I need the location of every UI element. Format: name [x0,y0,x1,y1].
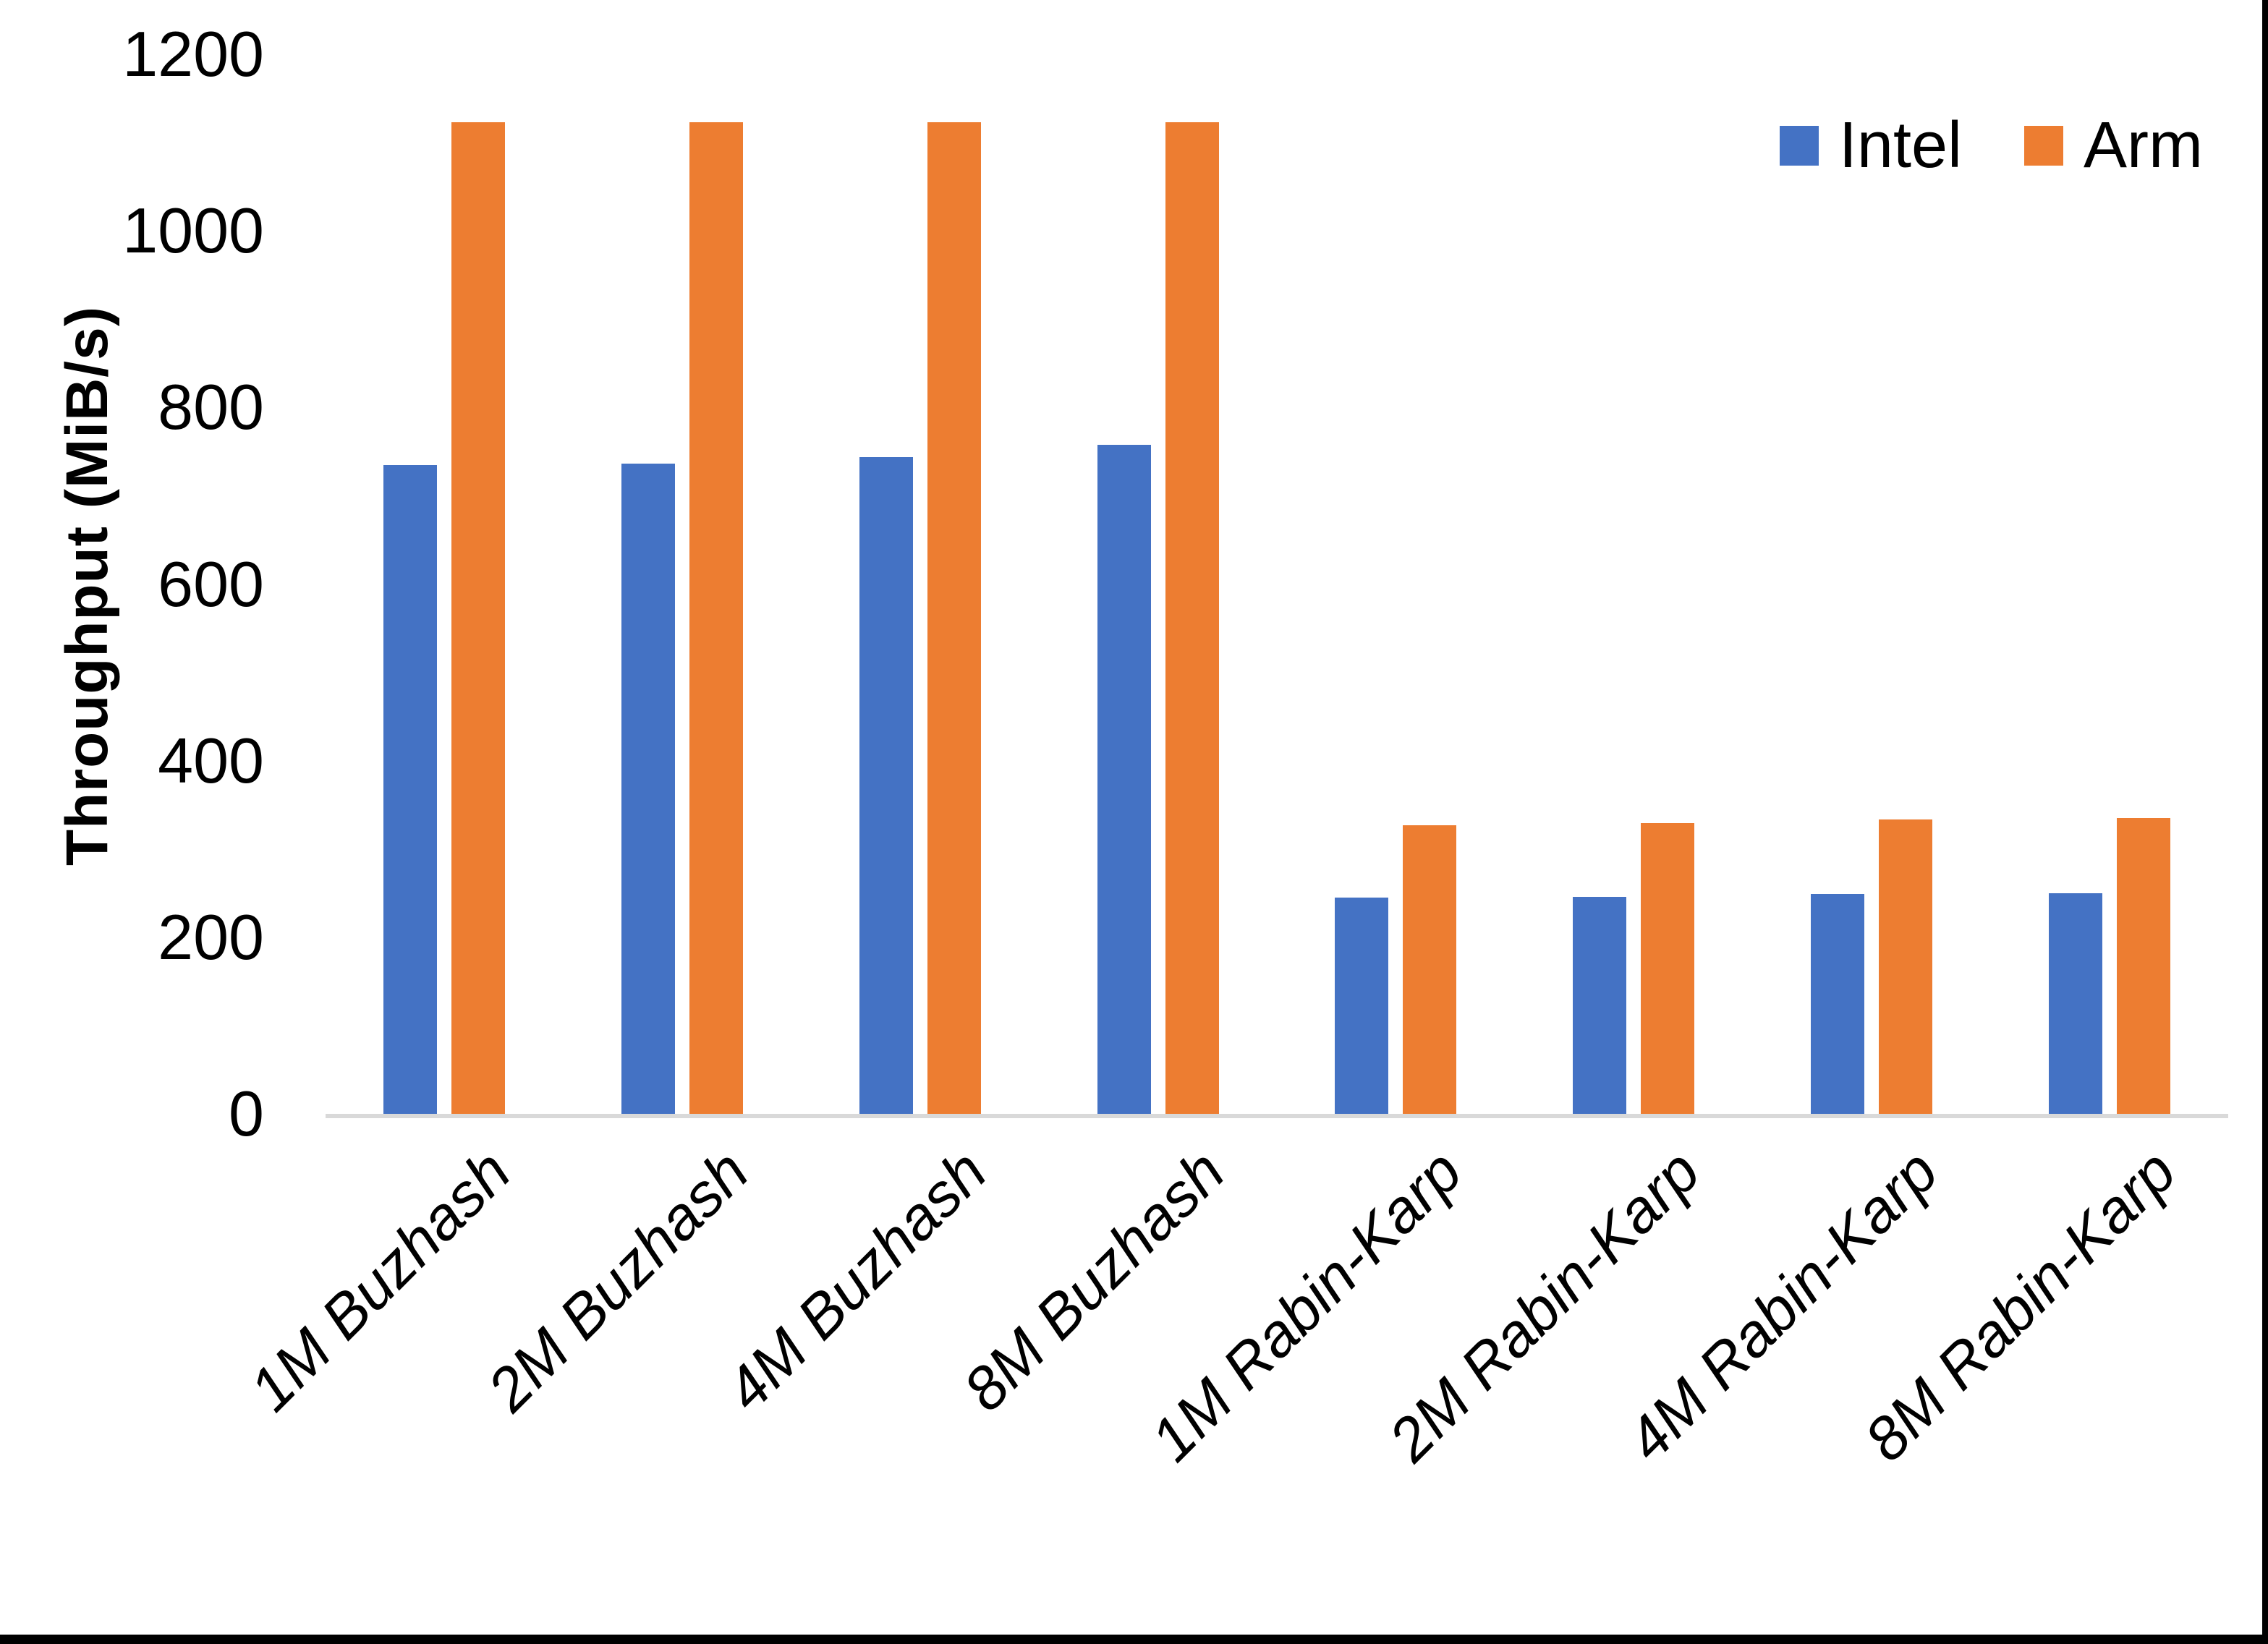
y-tick-label: 800 [158,371,264,443]
legend-item-intel: Intel [1779,109,1963,182]
right-border [2262,0,2268,1644]
legend: Intel Arm [1779,109,2203,182]
bar-intel-2m-buzhash [621,464,676,1114]
category-slot-2m-buzhash: 2M Buzhash [475,54,802,1424]
bar-intel-8m-rabin-karp [2048,893,2102,1114]
y-tick-label: 600 [158,548,264,620]
category-slot-2m-rabin-karp: 2M Rabin-Karp [1376,54,1753,1474]
bar-arm-8m-buzhash [1165,122,1219,1114]
bar-arm-2m-buzhash [689,122,744,1114]
y-tick-label: 1200 [122,18,264,90]
bar-intel-1m-rabin-karp [1335,897,1389,1114]
category-slot-4m-buzhash: 4M Buzhash [713,54,1040,1424]
category-slot-8m-buzhash: 8M Buzhash [950,54,1277,1424]
legend-label-intel: Intel [1838,109,1963,182]
legend-swatch-arm [2024,125,2064,166]
category-slot-1m-rabin-karp: 1M Rabin-Karp [1138,54,1515,1474]
bar-arm-8m-rabin-karp [2116,818,2170,1114]
bar-arm-4m-buzhash [927,122,981,1114]
y-tick-label: 0 [229,1078,264,1149]
legend-swatch-intel [1779,125,1819,166]
bar-arm-4m-rabin-karp [1878,819,1932,1114]
y-tick-label: 200 [158,900,264,973]
bar-arm-1m-rabin-karp [1403,825,1457,1114]
category-slot-8m-rabin-karp: 8M Rabin-Karp [1851,54,2228,1474]
bar-intel-2m-rabin-karp [1573,896,1627,1114]
bar-intel-8m-buzhash [1097,444,1151,1114]
bar-intel-1m-buzhash [383,464,438,1114]
legend-label-arm: Arm [2084,109,2203,182]
plot-area: 1M Buzhash 2M Buzhash 4M Buzhash 8M Buzhash… [237,54,2228,1474]
bar-intel-4m-rabin-karp [1810,894,1864,1114]
bottom-border [0,1635,2268,1644]
y-tick-label: 400 [158,724,264,796]
bar-arm-1m-buzhash [451,122,506,1114]
category-slot-4m-rabin-karp: 4M Rabin-Karp [1613,54,1991,1474]
bar-intel-4m-buzhash [859,456,913,1114]
y-tick-label: 1000 [122,195,264,267]
legend-item-arm: Arm [2024,113,2203,178]
bar-arm-2m-rabin-karp [1641,823,1695,1114]
category-slot-1m-buzhash: 1M Buzhash [237,54,564,1424]
